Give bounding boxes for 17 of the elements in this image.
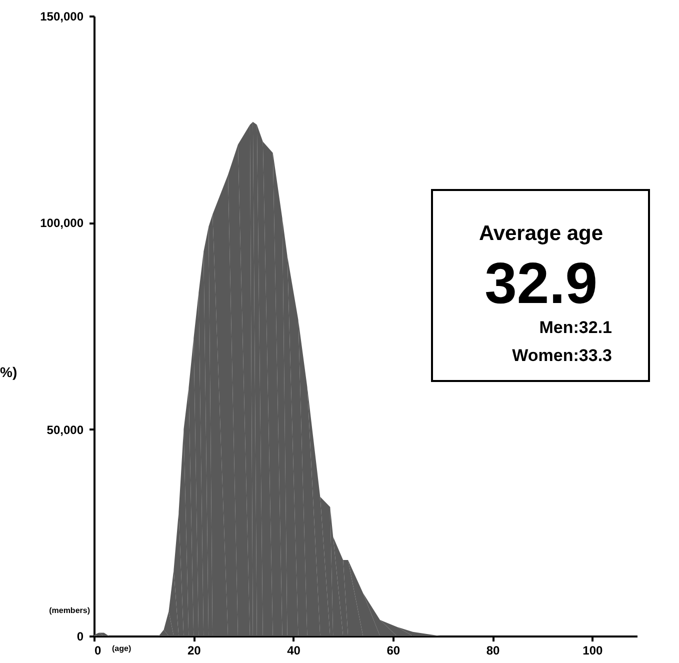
y-axis-title: (members) bbox=[49, 606, 90, 615]
x-axis-title: (age) bbox=[112, 644, 132, 653]
x-tick-label: 40 bbox=[287, 644, 301, 658]
annotation: Women:33.3 bbox=[512, 346, 612, 365]
annotation: Average age bbox=[478, 222, 604, 245]
annotation: 32.9 bbox=[484, 251, 598, 316]
y-tick-label: 0 bbox=[76, 630, 84, 644]
x-tick-label: 20 bbox=[187, 644, 202, 658]
annotation: Men:32.1 bbox=[539, 318, 612, 337]
y-tick-label: 50,000 bbox=[46, 422, 84, 437]
x-tick-label: 100 bbox=[582, 644, 603, 658]
y-tick-label: 100,000 bbox=[40, 216, 84, 230]
x-tick-label: 60 bbox=[386, 644, 400, 658]
text: %) bbox=[0, 364, 18, 380]
y-tick-label: 150,000 bbox=[40, 10, 84, 24]
x-tick-label: 80 bbox=[486, 644, 500, 658]
x-tick-label: 0 bbox=[94, 644, 102, 658]
